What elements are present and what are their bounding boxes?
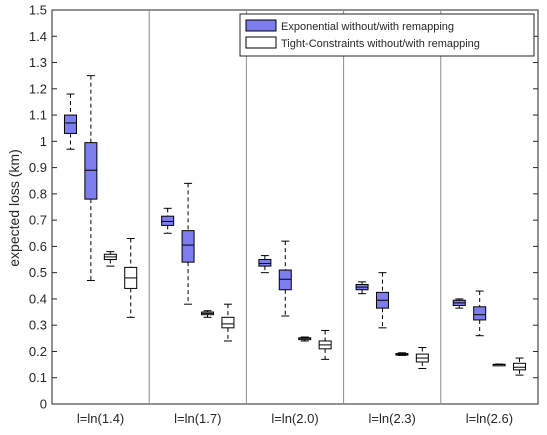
y-tick-label: 1.3: [29, 55, 47, 70]
legend-swatch: [245, 36, 277, 49]
y-tick-label: 1.1: [29, 108, 47, 123]
legend-label: Exponential without/with remapping: [281, 21, 454, 33]
box: [278, 269, 292, 291]
y-tick-label: 0.2: [29, 344, 47, 359]
x-tick-label: l=ln(1.7): [174, 411, 221, 426]
y-tick-label: 1.2: [29, 81, 47, 96]
y-tick-label: 1.5: [29, 3, 47, 18]
box: [181, 230, 195, 263]
y-tick-label: 0.7: [29, 213, 47, 228]
box: [161, 215, 175, 226]
y-tick-label: 0.6: [29, 239, 47, 254]
box: [513, 362, 527, 371]
y-tick-label: 0.3: [29, 318, 47, 333]
y-tick-label: 1: [40, 134, 47, 149]
box: [221, 316, 235, 329]
y-tick-label: 0.1: [29, 370, 47, 385]
y-tick-label: 0.5: [29, 265, 47, 280]
legend-swatch: [245, 19, 277, 32]
box: [258, 259, 272, 267]
legend-box: [239, 13, 535, 57]
y-tick-label: 0.9: [29, 160, 47, 175]
y-tick-label: 0.8: [29, 186, 47, 201]
x-tick-label: l=ln(1.4): [77, 411, 124, 426]
x-tick-label: l=ln(2.3): [369, 411, 416, 426]
y-tick-label: 0.4: [29, 291, 47, 306]
x-tick-label: l=ln(2.0): [271, 411, 318, 426]
box: [473, 306, 487, 321]
x-tick-label: l=ln(2.6): [466, 411, 513, 426]
plot-area-frame: [51, 9, 539, 405]
y-tick-label: 1.4: [29, 29, 47, 44]
y-tick-label: 0: [40, 397, 47, 412]
box: [63, 114, 77, 134]
y-axis-label: expected loss (km): [6, 149, 22, 266]
box: [84, 142, 98, 200]
legend-label: Tight-Constraints without/with remapping: [281, 38, 480, 50]
